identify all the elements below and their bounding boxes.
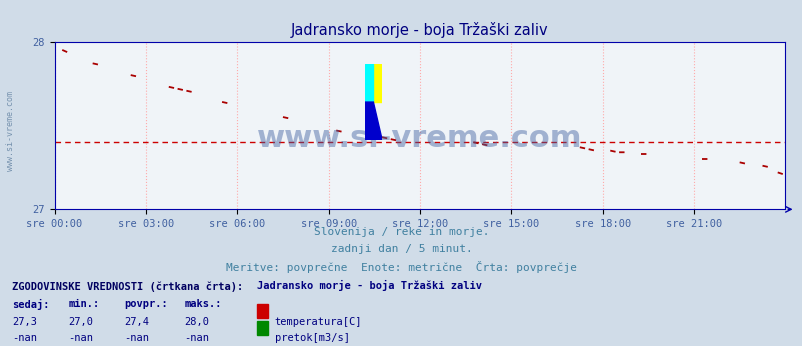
- Text: ZGODOVINSKE VREDNOSTI (črtkana črta):: ZGODOVINSKE VREDNOSTI (črtkana črta):: [12, 282, 243, 292]
- Bar: [257, 304, 268, 318]
- Title: Jadransko morje - boja Tržaški zaliv: Jadransko morje - boja Tržaški zaliv: [291, 21, 548, 38]
- Text: zadnji dan / 5 minut.: zadnji dan / 5 minut.: [330, 244, 472, 254]
- Text: temperatura[C]: temperatura[C]: [274, 317, 362, 327]
- Polygon shape: [373, 64, 382, 102]
- Text: Meritve: povprečne  Enote: metrične  Črta: povprečje: Meritve: povprečne Enote: metrične Črta:…: [225, 261, 577, 273]
- Text: 27,0: 27,0: [68, 317, 93, 327]
- Text: www.si-vreme.com: www.si-vreme.com: [257, 124, 582, 153]
- Polygon shape: [364, 64, 373, 102]
- Polygon shape: [364, 102, 382, 140]
- Bar: [257, 321, 268, 335]
- Text: -nan: -nan: [12, 333, 37, 343]
- Text: Slovenija / reke in morje.: Slovenija / reke in morje.: [314, 227, 488, 237]
- Text: pretok[m3/s]: pretok[m3/s]: [274, 333, 349, 343]
- Text: sedaj:: sedaj:: [12, 299, 50, 310]
- Text: Jadransko morje - boja Tržaški zaliv: Jadransko morje - boja Tržaški zaliv: [257, 280, 481, 291]
- Text: maks.:: maks.:: [184, 299, 222, 309]
- Text: -nan: -nan: [68, 333, 93, 343]
- Text: povpr.:: povpr.:: [124, 299, 168, 309]
- Text: -nan: -nan: [184, 333, 209, 343]
- Text: min.:: min.:: [68, 299, 99, 309]
- Text: -nan: -nan: [124, 333, 149, 343]
- Text: 27,4: 27,4: [124, 317, 149, 327]
- Text: 27,3: 27,3: [12, 317, 37, 327]
- Text: 28,0: 28,0: [184, 317, 209, 327]
- Text: www.si-vreme.com: www.si-vreme.com: [6, 91, 15, 172]
